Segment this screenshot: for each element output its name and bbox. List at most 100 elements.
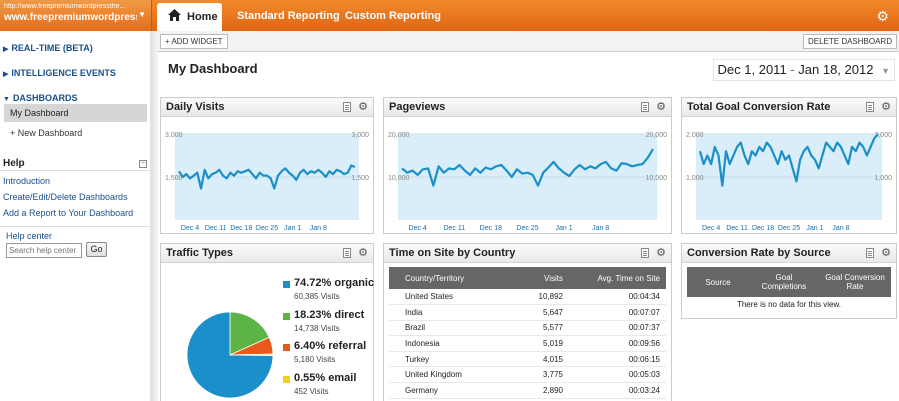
sidebar-item-dashboards[interactable]: ▼ DASHBOARDS <box>3 93 77 103</box>
table-row[interactable]: India 5,647 00:07:07 <box>389 304 666 321</box>
sidebar-shadow <box>150 31 158 401</box>
cell-visits: 4,015 <box>509 351 569 368</box>
delete-dashboard-button[interactable]: DELETE DASHBOARD <box>802 34 897 49</box>
main-content: + ADD WIDGET DELETE DASHBOARD My Dashboa… <box>158 31 899 401</box>
widget-title: Conversion Rate by Source <box>687 247 831 259</box>
page-title: My Dashboard <box>168 61 258 76</box>
help-link-create-edit[interactable]: Create/Edit/Delete Dashboards <box>3 192 128 202</box>
widget-goal-conversion: Total Goal Conversion Rate ⚙ 2,000 2,000 1… <box>681 97 897 234</box>
caret-down-icon: ▼ <box>3 96 10 103</box>
cell-country[interactable]: Indonesia <box>389 335 509 352</box>
x-tick-label: Dec 4 <box>181 225 199 232</box>
x-tick-label: Jan 1 <box>806 225 823 232</box>
widget-header: Time on Site by Country ⚙ <box>384 244 671 263</box>
gear-icon[interactable]: ⚙ <box>881 247 891 259</box>
sidebar-item-my-dashboard[interactable]: My Dashboard <box>4 104 147 122</box>
widget-title: Daily Visits <box>166 101 225 113</box>
cell-country[interactable]: Turkey <box>389 351 509 368</box>
cell-visits: 5,019 <box>509 335 569 352</box>
date-end: Jan 18, 2012 <box>798 62 874 77</box>
legend-swatch <box>283 281 290 288</box>
gear-icon[interactable]: ⚙ <box>358 101 368 113</box>
cell-avg-time: 00:09:56 <box>569 335 666 352</box>
daily-visits-chart: 3,000 3,000 1,500 1,500 Dec 4 Dec 11 Dec 18 Dec… <box>165 132 369 232</box>
legend-swatch <box>283 376 290 383</box>
cell-visits: 3,775 <box>509 366 569 384</box>
legend-swatch <box>283 344 290 351</box>
report-icon[interactable] <box>641 248 649 258</box>
y-tick-right: 3,000 <box>351 132 369 139</box>
col-country[interactable]: Country/Territory <box>389 267 509 289</box>
cell-avg-time: 00:07:37 <box>569 320 666 337</box>
y-tick-left: 2,000 <box>686 132 704 139</box>
cell-country[interactable]: United States <box>389 289 509 306</box>
gear-icon[interactable]: ⚙ <box>881 101 891 113</box>
widget-daily-visits: Daily Visits ⚙ 3,000 3,000 1,500 1,500 Dec 4… <box>160 97 374 234</box>
y-tick-right: 10,000 <box>646 175 668 182</box>
col-goal-completions[interactable]: Goal Completions <box>749 267 819 297</box>
y-tick-right: 20,000 <box>646 132 668 139</box>
gear-icon[interactable]: ⚙ <box>656 247 666 259</box>
col-goal-conv-rate[interactable]: Goal Conversion Rate <box>819 267 891 297</box>
pie-slice-direct <box>229 311 270 356</box>
widget-title: Time on Site by Country <box>389 247 516 259</box>
report-icon[interactable] <box>866 248 874 258</box>
widget-time-on-site: Time on Site by Country ⚙ Country/Territ… <box>383 243 672 401</box>
cell-country[interactable]: United Kingdom <box>389 366 509 384</box>
new-dashboard-link[interactable]: + New Dashboard <box>10 128 83 138</box>
col-source[interactable]: Source <box>687 267 749 297</box>
table-row[interactable]: Indonesia 5,019 00:09:56 <box>389 335 666 352</box>
help-heading: Help <box>3 158 25 169</box>
legend-sub: 452 Visits <box>294 387 329 396</box>
caret-right-icon: ▶ <box>3 71 9 78</box>
settings-gear-icon[interactable]: ⚙ <box>876 8 889 24</box>
gear-icon[interactable]: ⚙ <box>358 247 368 259</box>
tab-standard-reporting[interactable]: Standard Reporting <box>237 10 340 22</box>
date-separator: - <box>790 62 795 77</box>
x-tick-label: Dec 4 <box>702 225 720 232</box>
divider <box>0 170 151 171</box>
tab-custom-reporting[interactable]: Custom Reporting <box>345 10 441 22</box>
report-icon[interactable] <box>641 102 649 112</box>
table-row[interactable]: United States 10,892 00:04:34 <box>389 289 666 306</box>
add-widget-button[interactable]: + ADD WIDGET <box>160 34 228 49</box>
divider <box>0 226 151 227</box>
table-row[interactable]: Germany 2,890 00:03:24 <box>389 382 666 399</box>
caret-right-icon: ▶ <box>3 46 9 53</box>
report-icon[interactable] <box>866 102 874 112</box>
x-tick-label: Dec 25 <box>516 225 538 232</box>
col-visits[interactable]: Visits <box>509 267 569 289</box>
chevron-down-icon: ▼ <box>138 10 146 19</box>
col-avg-time[interactable]: Avg. Time on Site <box>569 267 666 289</box>
widget-title: Total Goal Conversion Rate <box>687 101 831 113</box>
cell-country[interactable]: Brazil <box>389 320 509 337</box>
cell-visits: 10,892 <box>509 289 569 306</box>
go-button[interactable]: Go <box>86 242 107 257</box>
report-icon[interactable] <box>343 102 351 112</box>
collapse-icon[interactable]: − <box>139 160 147 168</box>
pie-slice-organic <box>186 311 274 399</box>
top-bar: http://www.freepremiumwordpressthe... ww… <box>0 0 899 31</box>
sidebar-item-intelligence[interactable]: ▶ INTELLIGENCE EVENTS <box>3 68 116 78</box>
cell-avg-time: 00:03:24 <box>569 382 666 399</box>
help-link-introduction[interactable]: Introduction <box>3 176 51 186</box>
table-row[interactable]: Turkey 4,015 00:06:15 <box>389 351 666 368</box>
x-tick-label: Jan 1 <box>556 225 573 232</box>
table-row[interactable]: United Kingdom 3,775 00:05:03 <box>389 366 666 384</box>
series-line <box>698 133 879 187</box>
sidebar-item-realtime[interactable]: ▶ REAL-TIME (BETA) <box>3 43 93 53</box>
site-selector[interactable]: http://www.freepremiumwordpressthe... ww… <box>0 0 152 31</box>
table-row[interactable]: Brazil 5,577 00:07:37 <box>389 320 666 337</box>
gear-icon[interactable]: ⚙ <box>656 101 666 113</box>
widget-header: Traffic Types ⚙ <box>161 244 373 263</box>
cell-country[interactable]: India <box>389 304 509 321</box>
y-tick-left: 1,000 <box>686 175 704 182</box>
y-tick-left: 20,000 <box>388 132 410 139</box>
cell-country[interactable]: Germany <box>389 382 509 399</box>
tab-home[interactable]: Home <box>157 3 222 31</box>
widget-header: Total Goal Conversion Rate ⚙ <box>682 98 896 117</box>
report-icon[interactable] <box>343 248 351 258</box>
date-range-selector[interactable]: Dec 1, 2011 - Jan 18, 2012 ▼ <box>712 59 895 81</box>
help-link-add-report[interactable]: Add a Report to Your Dashboard <box>3 208 134 218</box>
help-search-input[interactable] <box>6 243 82 258</box>
